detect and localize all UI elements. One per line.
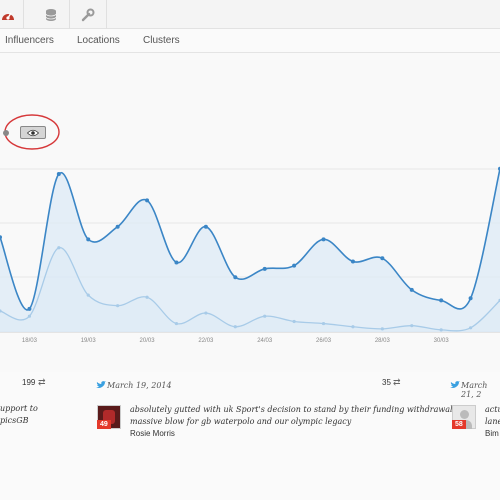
data-point[interactable] [27, 314, 32, 318]
eye-toggle-button[interactable] [20, 126, 46, 139]
data-point[interactable] [380, 256, 385, 261]
tab-locations[interactable]: Locations [77, 35, 120, 46]
dashboard-icon [1, 12, 14, 20]
tab-influencers[interactable]: Influencers [5, 35, 54, 46]
data-point[interactable] [351, 325, 355, 329]
database-button[interactable] [33, 0, 70, 29]
data-point[interactable] [439, 298, 444, 303]
tweet-3-text-line-2: lane [485, 417, 500, 426]
data-point[interactable] [350, 259, 355, 264]
data-point[interactable] [145, 295, 149, 299]
data-point[interactable] [204, 311, 208, 315]
tweet-2-text-line-1: absolutely gutted with uk Sport's decisi… [130, 405, 453, 414]
timeline-chart: 18/03 19/03 20/03 22/03 24/03 26/03 28/03 30/03 [0, 166, 500, 344]
dashboard-button[interactable] [0, 0, 24, 29]
x-tick-label: 28/03 [375, 338, 391, 344]
data-point[interactable] [409, 287, 414, 292]
tweet-2-influence-badge: 49 [97, 420, 111, 429]
database-icon [45, 8, 57, 21]
tweet-2-retweet-count: 35 [382, 378, 391, 387]
tweet-3-author[interactable]: Bim [485, 429, 499, 438]
series-line-1 [0, 168, 500, 311]
data-point[interactable] [321, 237, 326, 242]
x-tick-label: 19/03 [81, 338, 97, 344]
data-point[interactable] [0, 235, 2, 240]
data-point[interactable] [116, 304, 120, 308]
x-tick-label: 24/03 [257, 338, 273, 344]
data-point[interactable] [292, 319, 296, 324]
x-tick-label: 22/03 [198, 338, 214, 344]
tweet-3-influence-badge: 58 [452, 420, 466, 429]
data-point[interactable] [57, 246, 61, 250]
nav-tabs: Influencers Locations Clusters [0, 29, 500, 53]
eye-icon [27, 129, 39, 136]
tweet-2-text-line-2: massive blow for gb waterpolo and our ol… [130, 417, 352, 426]
settings-button[interactable] [70, 0, 107, 29]
cloud-icon[interactable] [2, 129, 10, 137]
data-point[interactable] [468, 326, 473, 330]
tweet-1-text-line-1: upport to [0, 404, 38, 413]
retweet-icon: ⇄ [393, 377, 401, 387]
data-point[interactable] [380, 327, 384, 331]
data-point[interactable] [262, 266, 267, 271]
data-point[interactable] [233, 275, 238, 280]
data-point[interactable] [321, 321, 326, 326]
data-point[interactable] [468, 296, 473, 301]
data-point[interactable] [86, 293, 90, 297]
tweet-3-date: March 21, 2 [461, 381, 488, 399]
data-point[interactable] [203, 224, 208, 229]
data-point[interactable] [292, 263, 297, 268]
data-point[interactable] [86, 237, 91, 242]
data-point[interactable] [174, 260, 179, 265]
tweet-1-retweet-count: 199 [22, 378, 36, 387]
data-point[interactable] [145, 198, 150, 203]
retweet-icon: ⇄ [38, 377, 46, 387]
data-point[interactable] [27, 306, 32, 311]
data-point[interactable] [439, 328, 443, 332]
tweet-1-text-line-2: picsGB [0, 416, 29, 425]
x-tick-label: 18/03 [22, 338, 38, 344]
data-point[interactable] [410, 324, 414, 328]
top-toolbar [0, 0, 500, 29]
data-point[interactable] [263, 314, 267, 318]
series-area-1 [0, 168, 500, 332]
data-point[interactable] [233, 325, 237, 329]
tweet-2-date: March 19, 2014 [107, 381, 172, 390]
tweet-3-text-line-1: actu [485, 405, 500, 414]
x-tick-label: 20/03 [140, 338, 156, 344]
data-point[interactable] [0, 309, 2, 313]
series-area-2 [0, 247, 500, 332]
twitter-bird-icon [450, 381, 460, 388]
data-point[interactable] [56, 172, 61, 177]
data-point[interactable] [115, 224, 120, 229]
tweet-list: 199 ⇄ upport to picsGB March 19, 2014 35… [0, 372, 500, 500]
tab-clusters[interactable]: Clusters [143, 35, 180, 46]
data-point[interactable] [174, 321, 179, 326]
x-tick-label: 26/03 [316, 338, 332, 344]
twitter-bird-icon [96, 381, 106, 388]
tweet-2-author[interactable]: Rosie Morris [130, 429, 175, 438]
wrench-icon [81, 8, 95, 21]
x-tick-label: 30/03 [434, 338, 450, 344]
